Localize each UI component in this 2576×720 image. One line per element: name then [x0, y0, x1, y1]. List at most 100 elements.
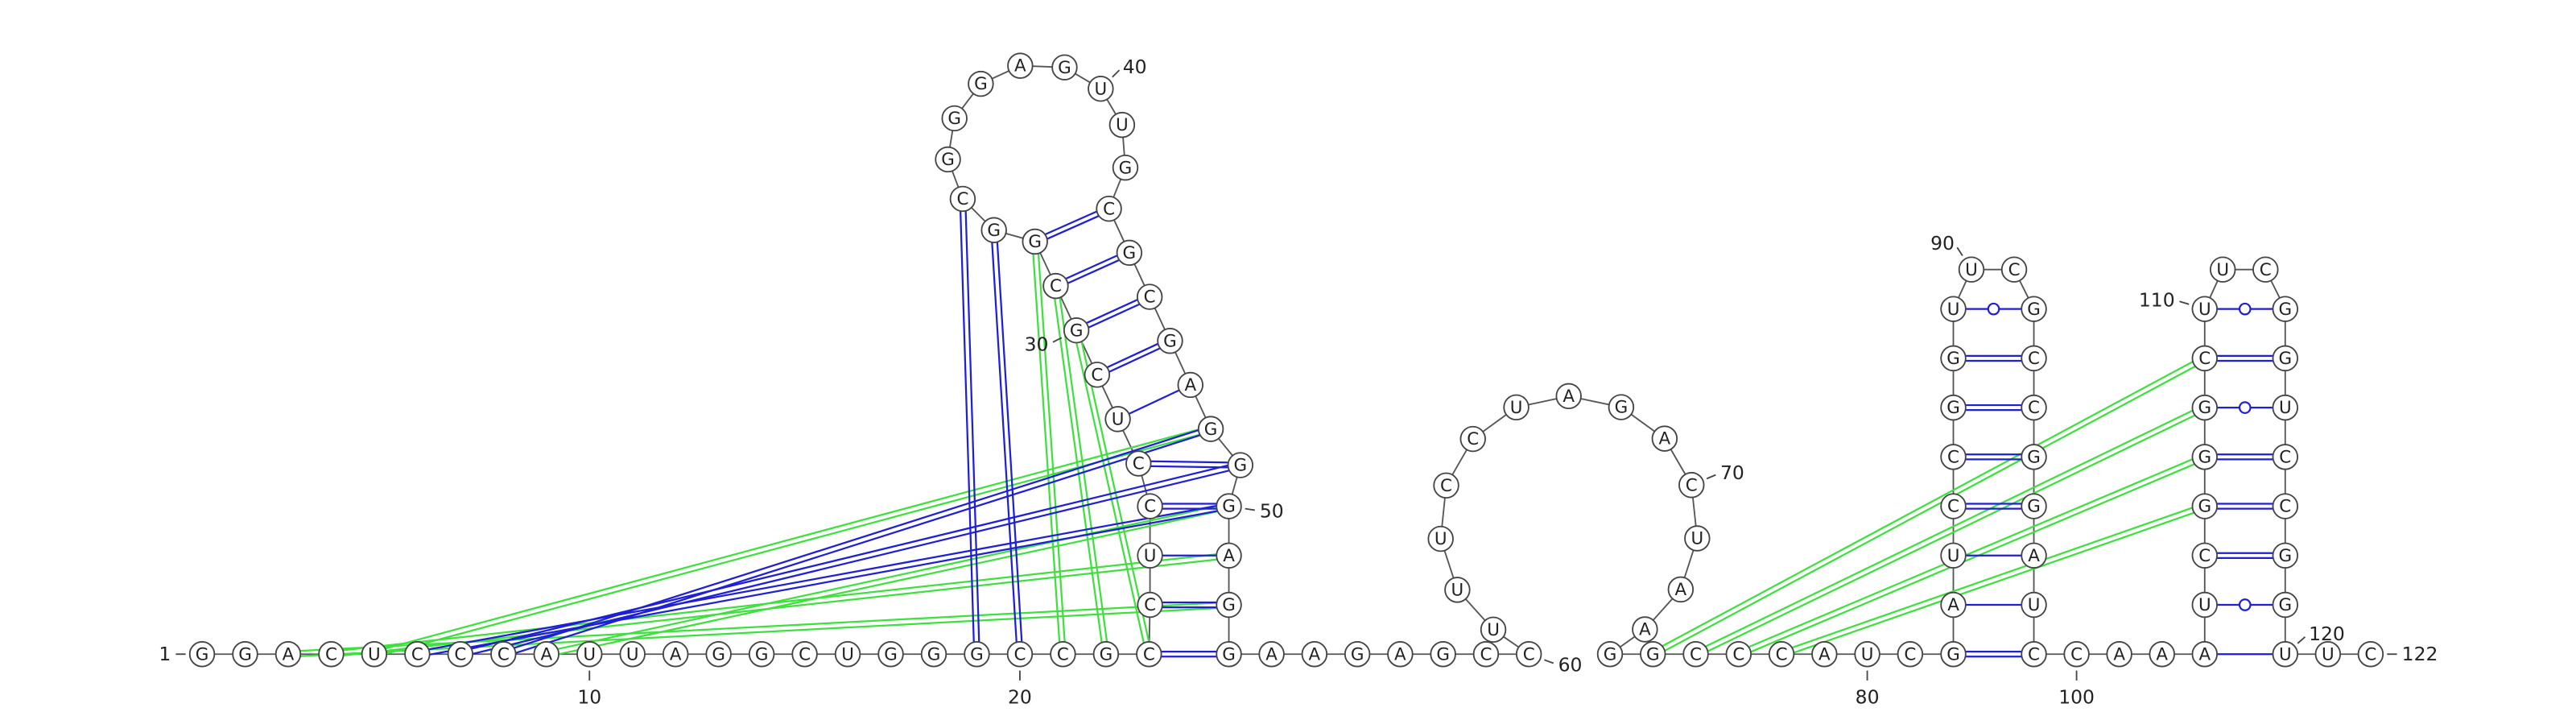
tertiary-link [1707, 414, 2195, 652]
nucleotide-circle [1678, 472, 1705, 499]
nucleotide-letter: A [1675, 580, 1687, 600]
number-tick [1112, 69, 1121, 78]
nucleotide-circle [2021, 641, 2047, 668]
nucleotide-circle [1444, 577, 1471, 603]
number-label: 50 [1260, 499, 1284, 522]
nucleotide-circle [1301, 641, 1328, 668]
tertiary-link [429, 510, 1218, 656]
nucleotide-letter: C [2198, 546, 2211, 566]
nucleotide-letter: C [2364, 644, 2376, 664]
nucleotide-circle [2021, 296, 2047, 322]
nucleotide-letter: A [1014, 56, 1026, 77]
nucleotide-letter: C [956, 189, 968, 209]
nucleotide-letter: G [974, 74, 988, 94]
number-label: 120 [2309, 623, 2345, 645]
nucleotide-circle [1940, 394, 1967, 421]
nucleotide-circle [1022, 228, 1048, 255]
nucleotide-circle [1112, 154, 1139, 181]
nucleotide-circle [949, 185, 976, 213]
nucleotide-circle [2272, 394, 2299, 421]
tertiary-link [1075, 342, 1145, 643]
nucleotide-circle [1940, 296, 1967, 322]
nucleotide-letter: U [2322, 644, 2334, 664]
nucleotide-letter: G [1222, 497, 1236, 517]
nucleotide-circle [1216, 591, 1242, 619]
number-tick [1052, 337, 1063, 343]
nucleotide-letter: U [1435, 529, 1447, 549]
number-tick [1956, 246, 1963, 257]
nucleotide-letter: G [1234, 456, 1248, 476]
nucleotide-circle [1940, 345, 1967, 372]
nucleotide-circle [318, 641, 345, 668]
nucleotide-circle [791, 641, 818, 668]
nucleotide-circle [1096, 195, 1122, 222]
nucleotide-letter: U [1116, 115, 1129, 135]
nucleotide-circle [1430, 641, 1456, 668]
nucleotide-circle [834, 641, 861, 668]
nucleotide-circle [1136, 641, 1162, 668]
nucleotide-circle [576, 641, 603, 668]
nucleotide-letter: G [1946, 644, 1960, 664]
nucleotide-circle [1725, 641, 1752, 668]
nucleotide-circle [1640, 641, 1666, 668]
nucleotide-circle [619, 641, 646, 668]
nucleotide-letter: C [1013, 644, 1026, 664]
gc-pair [1088, 303, 1140, 329]
number-tick [2297, 636, 2306, 644]
nucleotide-letter: G [2278, 595, 2292, 615]
nucleotide-letter: A [2156, 644, 2168, 664]
nucleotide-letter: U [1861, 644, 1874, 664]
nucleotide-letter: C [1947, 497, 1959, 517]
tertiary-link [515, 434, 1200, 654]
nucleotide-circle [662, 641, 689, 668]
nucleotide-letter: C [799, 644, 811, 664]
nucleotide-circle [1958, 256, 1985, 283]
nucleotide-letter: G [196, 644, 209, 664]
number-label: 40 [1123, 56, 1147, 78]
nucleotide-letter: C [1144, 288, 1156, 308]
nucleotide-letter: C [1057, 644, 1069, 664]
nucleotide-circle [490, 641, 517, 668]
nucleotide-letter: G [238, 644, 252, 664]
nucleotide-circle [968, 70, 994, 97]
nucleotide-letter: G [2027, 300, 2041, 320]
nucleotide-letter: A [1184, 375, 1196, 395]
nucleotide-circle [2021, 493, 2047, 519]
nucleotide-letter: C [2198, 349, 2211, 369]
nucleotide-letter: G [2278, 300, 2292, 320]
nucleotide-letter: G [1946, 349, 1960, 369]
nucleotide-circle [2191, 591, 2219, 619]
nucleotide-circle [1177, 371, 1203, 399]
tertiary-link [1748, 458, 2193, 648]
gc-pair [1106, 342, 1158, 369]
nucleotide-circle [2191, 444, 2219, 470]
nucleotide-letter: G [1436, 644, 1450, 664]
wobble-mark [1987, 302, 2000, 316]
tertiary-link [1662, 361, 2194, 648]
nucleotide-circle [361, 641, 388, 668]
nucleotide-letter: G [947, 109, 961, 129]
nucleotide-letter: U [1095, 79, 1108, 99]
nucleotide-circle [2191, 296, 2219, 322]
nucleotide-circle [1682, 641, 1709, 668]
nucleotide-letter: G [1946, 398, 1960, 418]
nucleotide-letter: A [1563, 387, 1575, 407]
nucleotide-letter: G [1204, 420, 1218, 440]
nucleotide-circle [1104, 406, 1131, 432]
nucleotide-circle [1092, 641, 1120, 668]
nucleotide-letter: C [497, 644, 510, 664]
nucleotide-circle [1768, 641, 1795, 668]
nucleotide-letter: U [1112, 410, 1125, 430]
nucleotide-letter: C [1523, 644, 1535, 664]
nucleotide-letter: G [1615, 398, 1629, 418]
nucleotide-circle [2210, 256, 2236, 283]
tertiary-link [1664, 366, 2196, 652]
nucleotide-letter: C [454, 644, 466, 664]
nucleotide-letter: G [712, 644, 725, 664]
nucleotide-letter: A [670, 644, 682, 664]
nucleotide-circle [964, 641, 990, 668]
nucleotide-circle [2252, 256, 2279, 283]
nucleotide-letter: G [1646, 644, 1660, 664]
nucleotide-circle [1050, 641, 1076, 668]
nucleotide-letter: A [1223, 546, 1235, 566]
